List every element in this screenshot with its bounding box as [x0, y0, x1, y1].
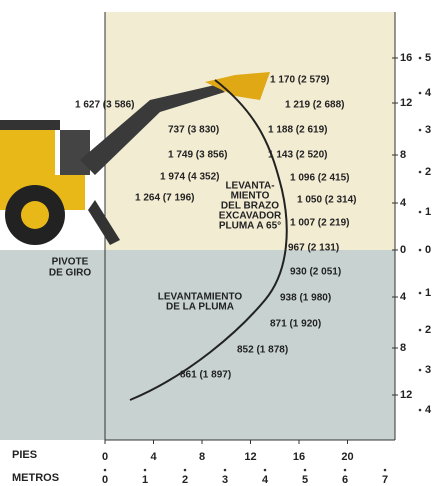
load-label: 967 (2 131) — [288, 243, 339, 254]
tick-label: 4 — [400, 197, 407, 209]
tick-dot — [419, 292, 422, 295]
tick-dot — [384, 469, 387, 472]
load-label: 1 749 (3 856) — [168, 150, 228, 161]
tick-dot — [264, 469, 267, 472]
load-label: 852 (1 878) — [237, 345, 288, 356]
tick-label: 16 — [293, 451, 305, 463]
load-label: 1 170 (2 579) — [270, 75, 330, 86]
tick-dot — [224, 469, 227, 472]
load-label: 737 (3 830) — [168, 125, 219, 136]
load-label: 938 (1 980) — [280, 293, 331, 304]
tick-label: 0 — [400, 244, 406, 256]
load-label: 1 219 (2 688) — [285, 100, 345, 111]
load-label: 1 096 (2 415) — [290, 173, 350, 184]
tick-label: 1 — [425, 206, 431, 218]
tick-label: 20 — [341, 451, 353, 463]
tick-label: 4 — [425, 404, 432, 416]
tick-label: 5 — [425, 52, 431, 64]
tick-label: 5 — [302, 474, 308, 486]
load-label: 871 (1 920) — [270, 319, 321, 330]
tick-label: 0 — [102, 474, 108, 486]
tick-dot — [419, 249, 422, 252]
tick-label: 0 — [102, 451, 108, 463]
callout-text: DE LA PLUMA — [166, 302, 234, 313]
tick-dot — [304, 469, 307, 472]
load-label: 861 (1 897) — [180, 370, 231, 381]
callout-text: PIVOTE — [52, 257, 89, 268]
tick-label: 1 — [425, 287, 431, 299]
tick-label: 8 — [400, 342, 406, 354]
tick-dot — [419, 171, 422, 174]
load-label: 1 627 (3 586) — [75, 100, 135, 111]
tick-label: 3 — [425, 364, 431, 376]
tick-label: 16 — [400, 52, 412, 64]
load-label: 1 143 (2 520) — [268, 150, 328, 161]
tick-dot — [344, 469, 347, 472]
tick-label: 4 — [262, 474, 269, 486]
tick-label: 2 — [425, 166, 431, 178]
tick-label: 0 — [425, 244, 431, 256]
tick-label: 4 — [150, 451, 157, 463]
tick-label: 3 — [425, 124, 431, 136]
tick-dot — [419, 129, 422, 132]
tick-dot — [419, 57, 422, 60]
tick-label: 3 — [222, 474, 228, 486]
tick-dot — [419, 369, 422, 372]
load-label: 1 188 (2 619) — [268, 125, 328, 136]
axis-title: METROS — [12, 472, 59, 484]
tick-dot — [144, 469, 147, 472]
tick-label: 1 — [142, 474, 148, 486]
tick-dot — [419, 211, 422, 214]
callout-text: PLUMA A 65° — [219, 221, 281, 232]
callout-text: DE GIRO — [49, 268, 91, 279]
load-label: 1 974 (4 352) — [160, 172, 220, 183]
load-label: 1 007 (2 219) — [290, 218, 350, 229]
tick-label: 8 — [400, 149, 406, 161]
tick-label: 2 — [425, 324, 431, 336]
tick-dot — [104, 469, 107, 472]
axis-title: PIES — [12, 449, 37, 461]
tick-label: 12 — [400, 97, 412, 109]
tick-label: 4 — [425, 87, 432, 99]
load-label: 930 (2 051) — [290, 267, 341, 278]
tick-label: 12 — [244, 451, 256, 463]
diagram: 1 170 (2 579) 1 627 (3 586) 1 219 (2 688) 7… — [0, 0, 437, 486]
tick-label: 8 — [199, 451, 205, 463]
tick-label: 6 — [342, 474, 348, 486]
tick-dot — [184, 469, 187, 472]
tick-label: 7 — [382, 474, 388, 486]
tick-dot — [419, 329, 422, 332]
load-label: 1 050 (2 314) — [297, 195, 357, 206]
tick-dot — [419, 92, 422, 95]
tick-dot — [419, 409, 422, 412]
tick-label: 4 — [400, 291, 407, 303]
load-label: 1 264 (7 196) — [135, 193, 195, 204]
tick-label: 12 — [400, 389, 412, 401]
tick-label: 2 — [182, 474, 188, 486]
